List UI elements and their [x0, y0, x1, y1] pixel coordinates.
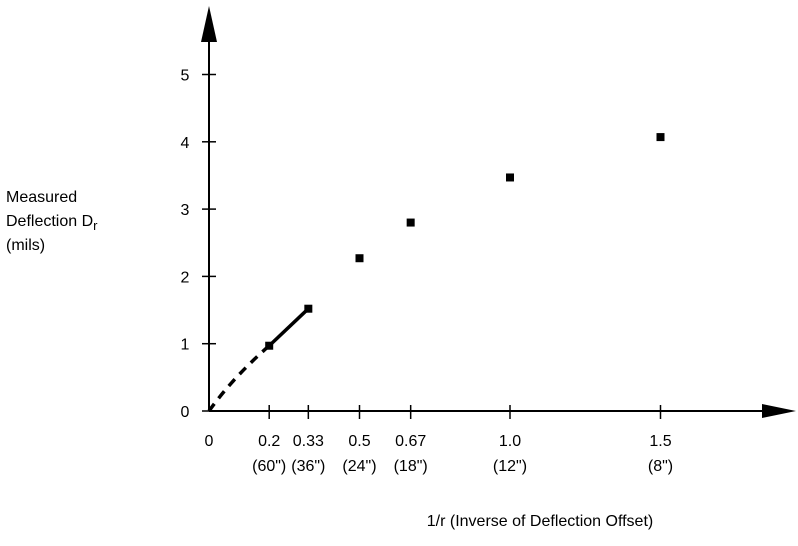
- data-point: [406, 218, 415, 227]
- x-tick-label: 0.2: [258, 433, 280, 450]
- x-axis-ticks: 0 0.2 (60") 0.33 (36") 0.5 (24") 0.67 (18") 1.0 (1…: [205, 405, 673, 475]
- y-tick-label: 1: [181, 337, 190, 354]
- y-tick-label: 3: [181, 202, 190, 219]
- x-tick-sublabel: (60"): [252, 458, 286, 475]
- y-axis-title-line2: Deflection Dr: [6, 210, 98, 234]
- x-tick-label: 0.67: [395, 433, 426, 450]
- x-tick-label: 1.5: [649, 433, 671, 450]
- y-axis-title-subscript: r: [93, 218, 98, 233]
- y-tick-label: 5: [181, 68, 190, 85]
- x-tick-sublabel: (24"): [342, 458, 376, 475]
- dashed-extrapolation-curve: [207, 344, 271, 413]
- data-point: [265, 341, 274, 350]
- x-axis-title: 1/r (Inverse of Deflection Offset): [427, 513, 653, 530]
- data-point: [304, 304, 313, 313]
- y-axis-ticks: 0 1 2 3 4 5: [181, 68, 216, 421]
- x-tick-label: 0.33: [293, 433, 324, 450]
- data-points: [265, 133, 665, 350]
- y-tick-label: 2: [181, 269, 190, 286]
- y-axis-title-main: Deflection D: [6, 213, 94, 230]
- axes: [201, 6, 796, 418]
- y-axis-arrow: [201, 6, 217, 42]
- data-point: [656, 133, 665, 142]
- x-tick-sublabel: (12"): [493, 458, 527, 475]
- solid-trend-line: [267, 307, 310, 347]
- x-tick-label: 0.5: [348, 433, 370, 450]
- y-axis-title: Measured Deflection Dr (mils): [6, 186, 98, 258]
- x-tick-sublabel: (36"): [291, 458, 325, 475]
- y-axis-title-line1: Measured: [6, 189, 78, 206]
- x-tick-sublabel: (8"): [648, 458, 673, 475]
- y-tick-label: 4: [181, 135, 190, 152]
- y-tick-label: 0: [181, 404, 190, 421]
- data-point: [355, 254, 364, 263]
- x-tick-label: 0: [205, 433, 214, 450]
- x-tick-sublabel: (18"): [394, 458, 428, 475]
- trend-lines: [207, 307, 310, 413]
- data-point: [506, 173, 514, 182]
- y-axis-title-line3: (mils): [6, 237, 46, 254]
- x-tick-label: 1.0: [499, 433, 521, 450]
- x-axis-arrow: [762, 404, 796, 418]
